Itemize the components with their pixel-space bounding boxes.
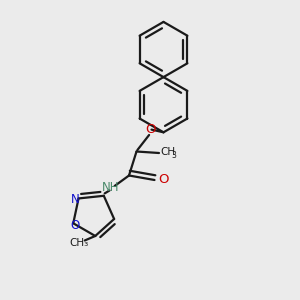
Text: 3: 3 [172,151,177,160]
Text: O: O [70,219,80,232]
Text: O: O [159,172,169,186]
Text: O: O [145,123,155,136]
Text: NH: NH [102,181,120,194]
Text: N: N [70,194,79,206]
Text: CH₃: CH₃ [69,238,88,248]
Text: CH: CH [160,147,175,157]
